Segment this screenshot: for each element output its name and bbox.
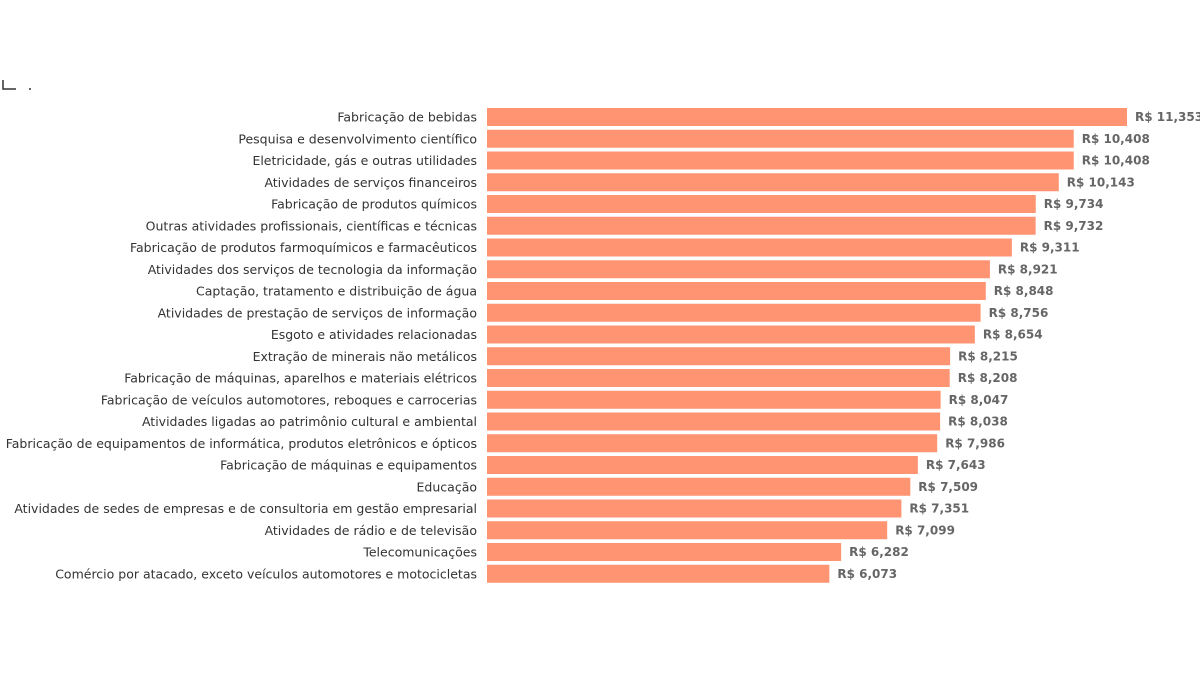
value-label: R$ 8,208 — [958, 371, 1018, 385]
category-label: Eletricidade, gás e outras utilidades — [252, 153, 477, 168]
value-label: R$ 9,732 — [1044, 219, 1104, 233]
value-label: R$ 7,099 — [895, 523, 955, 537]
category-label: Fabricação de máquinas, aparelhos e mate… — [124, 371, 477, 386]
bar[interactable] — [487, 412, 941, 431]
category-label: Fabricação de produtos farmoquímicos e f… — [130, 240, 477, 255]
category-label: Atividades dos serviços de tecnologia da… — [148, 262, 477, 277]
value-label: R$ 8,848 — [994, 284, 1054, 298]
category-label: Atividades de rádio e de televisão — [265, 523, 477, 538]
bar[interactable] — [487, 216, 1036, 235]
bars-group: Fabricação de bebidas R$ 11,353 Pesquisa e… — [6, 108, 1200, 583]
category-label: Extração de minerais não metálicos — [253, 349, 477, 364]
value-label: R$ 8,215 — [958, 349, 1018, 363]
bar[interactable] — [487, 238, 1012, 257]
value-label: R$ 10,408 — [1082, 154, 1150, 168]
bar[interactable] — [487, 325, 975, 344]
category-label: Atividades de sedes de empresas e de con… — [14, 501, 477, 516]
value-label: R$ 10,143 — [1067, 175, 1135, 189]
value-label: R$ 6,073 — [837, 567, 897, 581]
category-label: Fabricação de bebidas — [337, 110, 477, 125]
bar[interactable] — [487, 303, 981, 322]
bar[interactable] — [487, 151, 1074, 170]
category-label: Comércio por atacado, exceto veículos au… — [55, 566, 477, 581]
corner-bracket-icon — [2, 80, 31, 90]
value-label: R$ 10,408 — [1082, 132, 1150, 146]
bar[interactable] — [487, 477, 911, 496]
bar[interactable] — [487, 521, 888, 540]
category-label: Educação — [417, 479, 477, 494]
bar[interactable] — [487, 369, 950, 387]
bar[interactable] — [487, 456, 918, 474]
category-label: Esgoto e atividades relacionadas — [271, 327, 477, 342]
category-label: Fabricação de veículos automotores, rebo… — [101, 392, 477, 407]
value-label: R$ 8,921 — [998, 262, 1058, 276]
bar[interactable] — [487, 282, 986, 300]
bar[interactable] — [487, 173, 1059, 192]
category-label: Atividades de prestação de serviços de i… — [158, 305, 477, 320]
category-label: Captação, tratamento e distribuição de á… — [196, 284, 477, 299]
category-label: Pesquisa e desenvolvimento científico — [238, 131, 477, 146]
category-label: Fabricação de equipamentos de informátic… — [6, 436, 477, 451]
bar[interactable] — [487, 434, 938, 453]
value-label: R$ 9,734 — [1044, 197, 1104, 211]
category-label: Telecomunicações — [362, 545, 477, 560]
bar[interactable] — [487, 260, 990, 279]
value-label: R$ 6,282 — [849, 545, 909, 559]
category-label: Atividades de serviços financeiros — [264, 175, 477, 190]
bar[interactable] — [487, 108, 1127, 126]
value-label: R$ 8,047 — [949, 393, 1009, 407]
value-label: R$ 8,756 — [989, 306, 1049, 320]
category-label: Outras atividades profissionais, científ… — [146, 218, 477, 233]
bar[interactable] — [487, 129, 1074, 148]
bar[interactable] — [487, 543, 842, 561]
bar[interactable] — [487, 195, 1036, 213]
bar[interactable] — [487, 499, 902, 518]
category-label: Atividades ligadas ao patrimônio cultura… — [142, 414, 477, 429]
category-label: Fabricação de produtos químicos — [271, 197, 477, 212]
value-label: R$ 7,509 — [918, 480, 978, 494]
value-label: R$ 9,311 — [1020, 241, 1080, 255]
value-label: R$ 11,353 — [1135, 110, 1200, 124]
category-label: Fabricação de máquinas e equipamentos — [220, 458, 477, 473]
bar[interactable] — [487, 390, 941, 409]
value-label: R$ 8,038 — [948, 415, 1008, 429]
bar[interactable] — [487, 564, 830, 583]
bar[interactable] — [487, 347, 951, 366]
value-label: R$ 7,643 — [926, 458, 986, 472]
value-label: R$ 7,986 — [945, 436, 1005, 450]
value-label: R$ 7,351 — [909, 502, 969, 516]
value-label: R$ 8,654 — [983, 328, 1043, 342]
